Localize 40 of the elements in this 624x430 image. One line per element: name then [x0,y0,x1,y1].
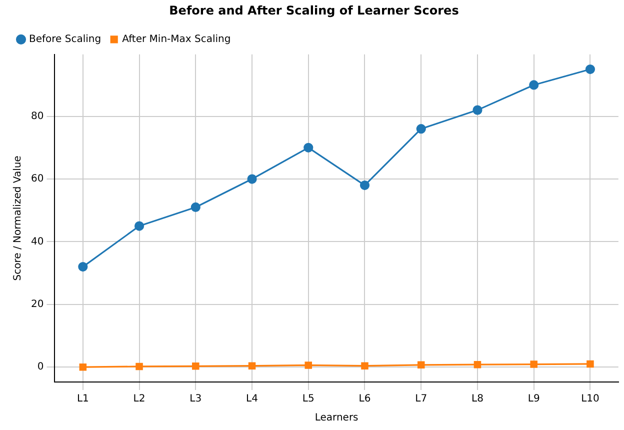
x-tick-label: L5 [302,394,314,405]
point [247,174,257,184]
y-tick-label: 80 [30,110,44,122]
x-tick-label: L1 [76,394,89,405]
point [136,362,143,370]
point [416,124,426,134]
y-tick-label: 60 [30,174,44,185]
point [304,362,312,369]
x-tick-label: L2 [133,394,146,405]
x-tick-label: L7 [415,394,428,405]
point [78,262,88,272]
y-tick-label: 20 [30,299,44,310]
x-tick-label: L3 [190,394,202,405]
point [360,180,370,190]
point [530,360,538,368]
point [417,361,425,369]
x-tick-label: L4 [246,394,258,405]
point [190,202,200,212]
y-tick-label: 0 [37,362,44,373]
x-tick-label: L6 [358,394,371,405]
chart-title: Before and After Scaling of Learner Scores [169,3,459,18]
point [361,362,368,370]
x-tick-label: L8 [472,394,484,405]
y-tick-label: 40 [30,236,44,248]
point [585,64,596,74]
y-axis-title: Score / Normalized Value [12,156,24,281]
point [472,105,482,115]
x-axis-title: Learners [314,412,358,424]
point [529,80,539,90]
point [474,360,482,368]
point [248,362,256,370]
legend-label: Before Scaling [29,34,102,45]
legend-label: After Min-Max Scaling [122,34,231,45]
x-tick-label: L10 [581,394,600,405]
point [134,221,144,231]
point [192,362,200,370]
point [79,363,87,371]
x-tick-label: L9 [528,394,540,405]
point [304,142,314,152]
point [586,360,594,368]
